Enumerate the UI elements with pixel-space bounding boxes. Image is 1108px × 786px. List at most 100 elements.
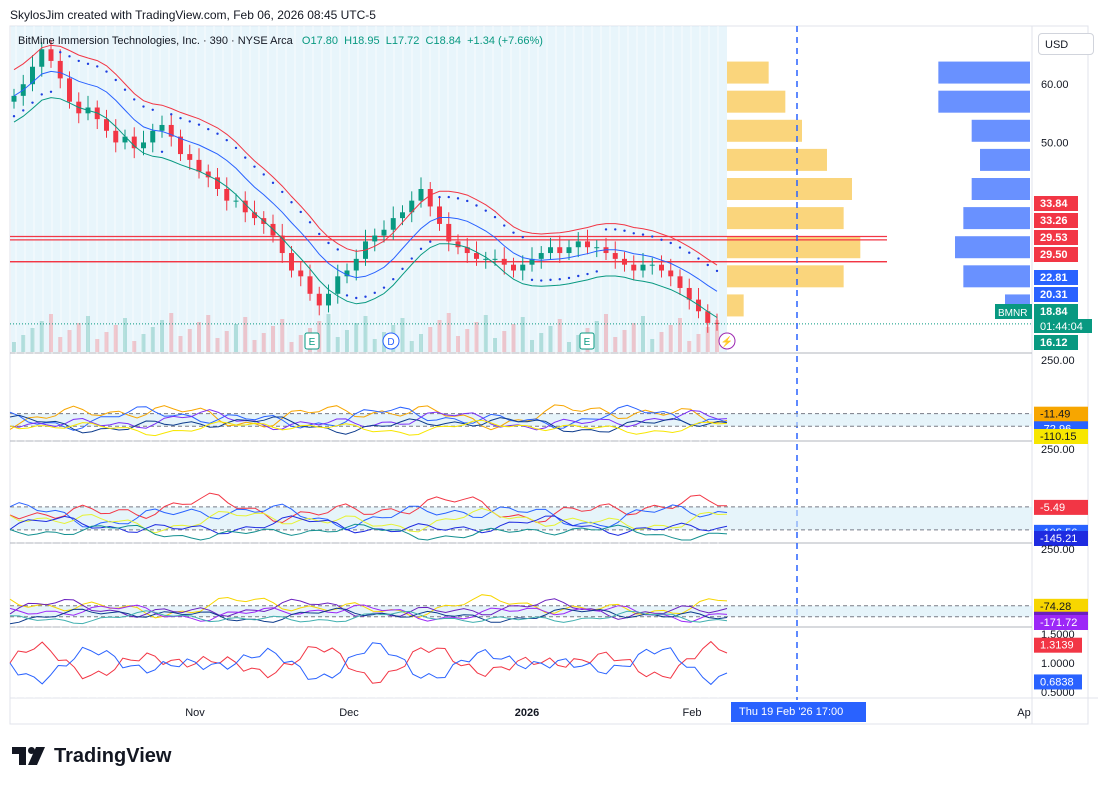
tradingview-logo-icon [12,747,45,765]
parabolic-sar-dot [641,233,645,236]
event-marker-dividend: D [382,332,400,350]
volume-bar [178,336,183,352]
oscillator-line [9,607,728,625]
price-axis-tick: 60.00 [1041,79,1069,91]
bollinger-lower-band [13,97,718,318]
volume-bar [594,321,599,352]
candle-body [48,49,54,61]
candle-body [677,276,683,288]
candle-body [242,200,248,213]
candle-body [612,253,618,259]
oscillator-line [9,507,728,534]
parabolic-sar-dot [308,221,312,224]
oscillator-line [9,404,728,431]
parabolic-sar-dot [540,279,543,282]
event-marker-earnings: E [304,332,320,350]
oscillator-value-pill [1034,615,1088,630]
volume-bar [76,323,81,352]
bollinger-upper-band [13,44,718,266]
price-label-pill [1034,304,1078,319]
ohlc-close: C18.84 [425,35,461,47]
parabolic-sar-dot [715,269,719,273]
candle-body [381,229,387,236]
parabolic-sar-dot [123,88,127,91]
volume-bar [539,333,544,352]
volume-bar [474,322,479,352]
parabolic-sar-dot [170,113,173,116]
parabolic-sar-dot [345,294,349,297]
candle-body [67,78,72,102]
parabolic-sar-dot [160,150,164,154]
volume-bar [372,339,377,352]
volume-bar [215,338,220,352]
event-marker-earnings: E [579,332,595,350]
candle-body [659,264,664,271]
candle-body [150,130,156,143]
volume-bar [567,342,571,352]
parabolic-sar-dot [567,276,571,280]
parabolic-sar-dot [40,93,43,96]
volume-bar [631,323,636,352]
candle-body [529,258,535,265]
time-axis-tick: Dec [339,707,359,719]
price-label-value: 18.84 [1040,306,1068,318]
volume-bar [345,330,349,352]
parabolic-sar-dot [475,204,478,207]
candle-body [233,200,239,202]
symbol-exchange: NYSE Arca [237,35,293,47]
volume-bar [113,325,118,352]
volume-bar [206,315,211,352]
parabolic-sar-dot [216,132,219,135]
candle-body [57,60,63,79]
symbol-name[interactable]: BitMine Immersion Technologies, Inc. [18,35,200,47]
volume-bar [363,316,368,352]
candle-body [631,264,637,271]
candle-body [668,270,674,277]
candle-body [585,241,590,248]
parabolic-sar-dot [623,229,626,232]
parabolic-sar-dot [604,228,608,231]
parabolic-sar-dot [96,65,99,68]
candle-body [400,212,405,219]
oscillator-line [9,492,728,524]
parabolic-sar-dot [77,59,80,63]
candle-body [224,189,230,201]
candle-body [298,270,304,277]
volume-bar [298,335,303,352]
volume-bar [150,327,155,352]
oscillator-line [9,604,728,623]
oscillator-value-text: -5.49 [1040,502,1065,514]
price-label-value: 20.31 [1040,289,1068,301]
candle-body [39,49,45,67]
candle-body [575,241,581,248]
ratio-value-text: 0.6838 [1040,676,1074,688]
candle-body [649,264,655,266]
ohlc-high: H18.95 [344,35,380,47]
volume-bar [12,342,16,352]
snapshot-caption: SkylosJim created with TradingView.com, … [10,8,376,22]
price-label-value: 33.84 [1040,198,1068,210]
parabolic-sar-dot [271,181,275,185]
volume-bar [224,331,229,352]
oscillator-line [9,523,728,541]
parabolic-sar-dot [290,201,293,204]
volume-profile [727,61,1030,317]
currency-button[interactable]: USD [1038,33,1094,55]
candle-body [30,66,35,85]
volume-profile-up-bar [727,119,802,142]
oscillator-line [9,610,728,625]
volume-bar [261,333,266,352]
split-event-glyph: ⚡ [721,335,733,348]
oscillator-band [11,506,1032,530]
volume-profile-up-bar [727,265,844,288]
candle-body [205,171,211,178]
candle-body [548,247,553,254]
price-label-pill [1034,287,1078,302]
parabolic-sar-dot [318,232,321,236]
parabolic-sar-dot [466,199,469,203]
oscillator-value-text: -171.72 [1040,617,1077,629]
price-axis-tick: 50.00 [1041,137,1069,149]
oscillator-line [9,414,728,435]
ratio-value-pill [1034,637,1082,653]
